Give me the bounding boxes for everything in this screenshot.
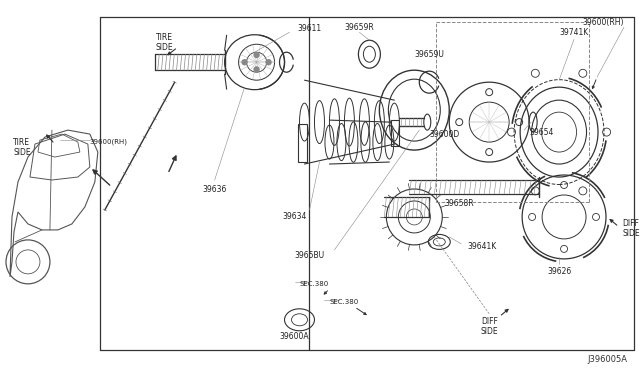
- Text: 39659U: 39659U: [414, 50, 444, 59]
- Text: 39600D: 39600D: [429, 129, 460, 139]
- Text: SIDE: SIDE: [156, 43, 173, 52]
- Bar: [298, 124, 307, 162]
- Text: SIDE: SIDE: [622, 230, 640, 238]
- Text: 39659R: 39659R: [344, 23, 374, 32]
- Text: 39634: 39634: [282, 212, 307, 221]
- Text: 39636: 39636: [202, 186, 227, 195]
- Text: SIDE: SIDE: [13, 148, 31, 157]
- Text: 39600A: 39600A: [280, 332, 309, 341]
- Text: 3965BU: 3965BU: [294, 251, 324, 260]
- Text: 39626: 39626: [547, 267, 572, 276]
- Text: SEC.380: SEC.380: [300, 281, 329, 287]
- Text: 39658R: 39658R: [444, 199, 474, 208]
- Circle shape: [254, 67, 259, 72]
- Text: SIDE: SIDE: [481, 327, 498, 336]
- Circle shape: [242, 60, 247, 65]
- Text: 39600(RH): 39600(RH): [90, 139, 128, 145]
- Bar: [391, 120, 399, 146]
- Text: SEC.380: SEC.380: [330, 299, 359, 305]
- Text: TIRE: TIRE: [156, 33, 173, 42]
- Text: 39741K: 39741K: [559, 28, 589, 37]
- Text: 39600(RH): 39600(RH): [582, 18, 624, 27]
- Text: 39641K: 39641K: [467, 243, 497, 251]
- Circle shape: [254, 52, 259, 58]
- Text: DIFF: DIFF: [481, 317, 498, 326]
- Text: J396005A: J396005A: [587, 355, 627, 364]
- Text: 39654: 39654: [529, 128, 554, 137]
- Text: 39611: 39611: [298, 24, 321, 33]
- Circle shape: [266, 60, 271, 65]
- Text: DIFF: DIFF: [623, 219, 639, 228]
- Text: TIRE: TIRE: [13, 138, 31, 147]
